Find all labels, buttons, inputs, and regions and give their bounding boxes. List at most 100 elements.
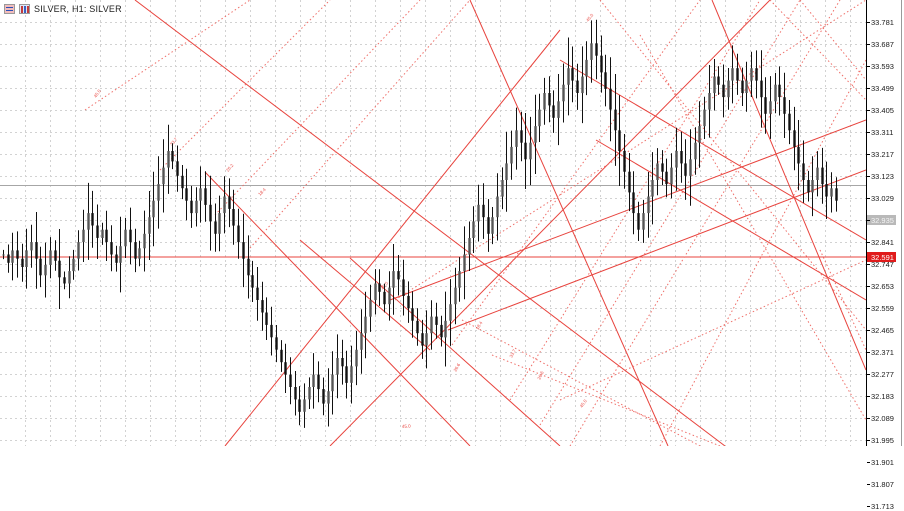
price-bar-body (204, 188, 207, 205)
chart-canvas: 45.0 33.7 26.2 18.4 45.0 45.0 26.6 18.4 … (0, 0, 866, 446)
price-bar-body (600, 55, 603, 73)
price-tick-label: 33.311 (867, 127, 893, 137)
price-bar-body (369, 300, 372, 317)
price-bar-body (110, 242, 113, 255)
price-bar-body (190, 200, 193, 214)
price-value: 31.713 (871, 501, 894, 511)
price-bar-body (134, 242, 137, 259)
price-bar-body (317, 374, 320, 390)
price-bar-body (331, 374, 334, 392)
tick-mark (867, 21, 870, 23)
price-bar-body (82, 229, 85, 243)
tick-mark (867, 263, 870, 265)
price-bar-body (242, 242, 245, 259)
price-value: 32.841 (871, 237, 894, 247)
price-bar-body (590, 43, 593, 60)
chart-titlebar: SILVER, H1: SILVER (0, 0, 904, 17)
price-tick-label: 32.465 (867, 325, 894, 335)
price-bar-body (72, 258, 75, 272)
price-bar-body (811, 180, 814, 193)
price-tick-label: 31.995 (867, 435, 894, 445)
price-bar-body (741, 80, 744, 93)
price-value: 31.995 (871, 435, 894, 445)
price-bar-body (392, 271, 395, 288)
price-bar-body (77, 242, 80, 259)
level-price-label: 32.591 (867, 252, 896, 262)
price-bar-body (788, 113, 791, 131)
tick-mark (867, 241, 870, 243)
price-value: 32.559 (871, 303, 894, 313)
price-value: 33.311 (871, 127, 894, 137)
price-bar-body (793, 130, 796, 147)
price-bar-body (49, 250, 52, 265)
price-bar-body (548, 93, 551, 106)
price-bar-body (2, 254, 5, 256)
price-value: 32.747 (871, 259, 894, 269)
price-tick-label: 33.499 (867, 83, 894, 93)
price-bar-body (538, 109, 541, 127)
tick-mark (867, 219, 870, 221)
price-bar-body (280, 349, 283, 363)
price-bar-body (152, 200, 155, 218)
price-bar-body (449, 304, 452, 321)
price-bar-body (402, 279, 405, 296)
price-bar-body (444, 320, 447, 338)
price-bar-body (604, 72, 607, 89)
bars-icon[interactable] (19, 3, 30, 14)
price-bar-body (468, 238, 471, 255)
price-bar-body (308, 387, 311, 400)
price-bar-body (774, 84, 777, 102)
tick-mark (867, 175, 870, 177)
price-bar-body (472, 221, 475, 238)
price-bar-body (463, 254, 466, 272)
price-bar-body (397, 271, 400, 280)
price-bar-body (115, 254, 118, 263)
tick-mark (867, 307, 870, 309)
price-bar-body (425, 333, 428, 346)
trendline-annotations: 45.0 33.7 26.2 18.4 45.0 45.0 26.6 18.4 … (93, 12, 595, 429)
price-bar-body (275, 337, 278, 350)
price-bar-body (727, 80, 730, 98)
price-bar-body (684, 163, 687, 176)
price-tick-label: 32.089 (867, 413, 894, 423)
chart-type-icon[interactable] (4, 3, 15, 14)
price-tick-label: 33.123 (867, 171, 894, 181)
price-bar-body (416, 320, 419, 334)
price-bar-body (778, 84, 781, 98)
chart-plot-area[interactable]: 45.0 33.7 26.2 18.4 45.0 45.0 26.6 18.4 … (0, 0, 866, 446)
tick-mark (867, 256, 870, 258)
price-bar-body (698, 126, 701, 143)
price-bar-body (407, 295, 410, 309)
price-bar-body (199, 188, 202, 201)
price-bar-body (807, 180, 810, 193)
svg-text:45.0: 45.0 (579, 398, 588, 408)
price-value: 32.653 (871, 281, 894, 291)
price-tick-label: 32.747 (867, 259, 894, 269)
tick-mark (867, 373, 870, 375)
price-tick-label: 33.687 (867, 39, 894, 49)
price-bar-body (143, 233, 146, 249)
price-bar-body (755, 68, 758, 81)
tick-mark (867, 131, 870, 133)
price-bar-body (708, 93, 711, 110)
price-bar-body (440, 324, 443, 338)
price-bar-body (637, 213, 640, 230)
price-tick-label: 31.713 (867, 501, 894, 511)
price-value: 31.807 (871, 479, 894, 489)
price-bar-body (482, 204, 485, 218)
price-value: 33.123 (871, 171, 894, 181)
price-value: 33.499 (871, 83, 894, 93)
price-bar-body (298, 399, 301, 412)
price-bar-body (581, 76, 584, 94)
price-bar-body (171, 151, 174, 162)
price-bar-body (195, 200, 198, 214)
price-axis[interactable]: 33.781 33.687 33.593 33.499 33.405 33.311 33.2… (866, 0, 904, 511)
price-bar-body (270, 324, 273, 338)
price-bar-body (421, 333, 424, 346)
price-bar-body (181, 175, 184, 189)
price-bar-body (223, 196, 226, 214)
price-bar-body (713, 76, 716, 94)
price-value: 31.901 (871, 457, 894, 467)
price-bar-body (435, 316, 438, 325)
